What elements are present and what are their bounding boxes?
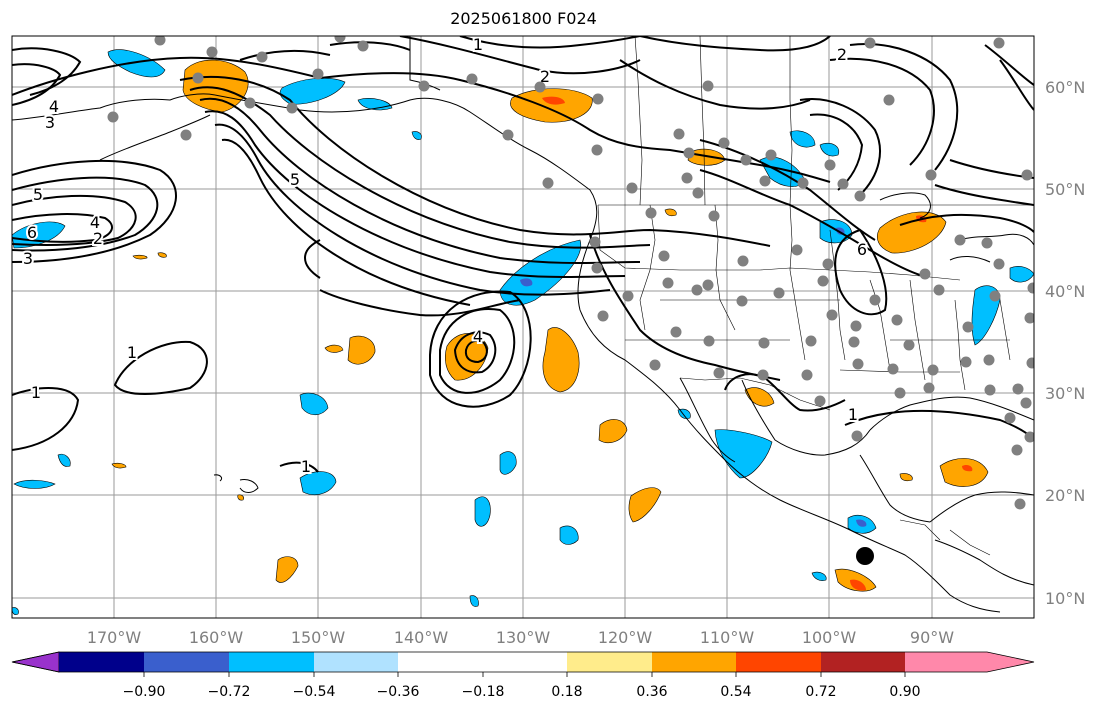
contour-label: 1 — [473, 35, 483, 54]
colorbar-tick-label: −0.54 — [293, 684, 336, 700]
colorbar-segment — [144, 652, 229, 672]
colorbar-tick-label: 0.36 — [636, 684, 667, 700]
colorbar-tick-label: −0.72 — [208, 684, 251, 700]
colorbar: −0.90 −0.72 −0.54 −0.36 −0.18 0.18 0.36 … — [11, 651, 1035, 700]
lon-tick-label: 120°W — [598, 628, 653, 647]
highlighted-point-marker — [856, 547, 874, 565]
colorbar-tick-label: 0.72 — [805, 684, 836, 700]
colorbar-segment — [652, 652, 736, 672]
contour-label: 1 — [848, 405, 858, 424]
lon-tick-label: 170°W — [87, 628, 142, 647]
contour-label: 1 — [301, 457, 311, 476]
colorbar-tick-label: 0.54 — [720, 684, 751, 700]
contour-label: 3 — [45, 113, 55, 132]
contour-label: 4 — [473, 327, 483, 346]
colorbar-tick-label: 0.90 — [889, 684, 920, 700]
colorbar-tick-label: −0.36 — [377, 684, 420, 700]
lat-tick-label: 20°N — [1045, 486, 1085, 505]
lat-tick-label: 60°N — [1045, 78, 1085, 97]
contour-label: 5 — [290, 170, 300, 189]
lat-tick-label: 50°N — [1045, 180, 1085, 199]
colorbar-max-arrow — [905, 652, 1034, 672]
lon-tick-label: 100°W — [802, 628, 857, 647]
contour-label: 4 — [90, 213, 100, 232]
lon-tick-label: 90°W — [910, 628, 954, 647]
contour-label: 2 — [93, 229, 103, 248]
contour-label: 3 — [23, 249, 33, 268]
colorbar-tick-label: −0.18 — [462, 684, 505, 700]
lon-tick-label: 160°W — [189, 628, 244, 647]
contour-label: 1 — [31, 383, 41, 402]
lon-tick-label: 110°W — [700, 628, 755, 647]
contour-label: 2 — [837, 45, 847, 64]
station-markers — [107, 36, 1034, 510]
contour-label: 4 — [49, 97, 59, 116]
longitude-axis: 170°W 160°W 150°W 140°W 130°W 120°W 110°… — [87, 628, 954, 647]
strong-positive-cores — [542, 96, 973, 591]
colorbar-segment — [483, 652, 567, 672]
colorbar-segment — [567, 652, 652, 672]
political-boundaries — [597, 36, 1034, 556]
map-frame — [11, 35, 1035, 619]
lon-tick-label: 140°W — [394, 628, 449, 647]
contour-lines — [12, 36, 1034, 473]
colorbar-segment — [314, 652, 398, 672]
lat-tick-label: 40°N — [1045, 282, 1085, 301]
colorbar-segment — [821, 652, 905, 672]
map-title: 2025061800 F024 — [450, 9, 597, 28]
strong-negative-cores — [520, 227, 867, 527]
colorbar-segment — [398, 652, 483, 672]
lat-tick-label: 30°N — [1045, 384, 1085, 403]
colorbar-tick-label: 0.18 — [551, 684, 582, 700]
colorbar-min-arrow — [11, 651, 60, 673]
latitude-axis: 60°N 50°N 40°N 30°N 20°N 10°N — [1045, 78, 1085, 608]
colorbar-segment — [229, 652, 314, 672]
coastlines — [12, 36, 1034, 613]
lat-tick-label: 10°N — [1045, 589, 1085, 608]
lon-tick-label: 130°W — [496, 628, 551, 647]
colorbar-tick-label: −0.90 — [123, 684, 166, 700]
colorbar-segment — [736, 652, 821, 672]
contour-label: 6 — [857, 240, 867, 259]
colorbar-segment — [59, 652, 144, 672]
contour-label: 6 — [27, 223, 37, 242]
contour-label-group: 1 1 1 2 3 4 5 6 2 3 4 5 6 1 2 4 1 — [21, 35, 869, 478]
contour-label: 5 — [33, 185, 43, 204]
contour-label: 1 — [127, 343, 137, 362]
lon-tick-label: 150°W — [291, 628, 346, 647]
